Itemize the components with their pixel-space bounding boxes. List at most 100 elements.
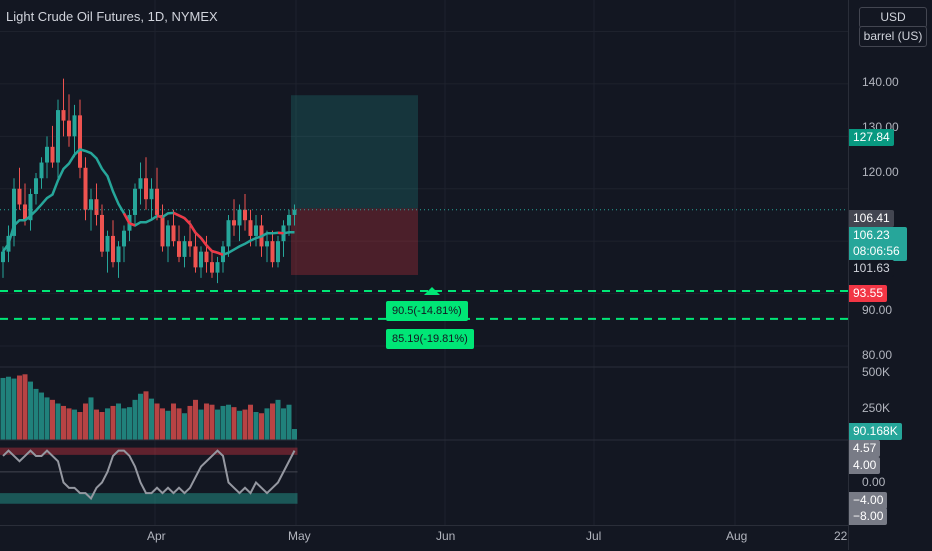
volume-bar <box>154 403 160 440</box>
stop-zone <box>291 208 418 275</box>
ma-segment-down <box>194 231 202 239</box>
candle-body <box>204 251 209 263</box>
time-label: Jun <box>436 529 456 543</box>
oscillator-line <box>2 449 296 501</box>
volume-bar <box>226 404 231 440</box>
volume-bar <box>171 403 176 440</box>
volume-bar <box>242 409 248 440</box>
price-tick: 80.00 <box>862 348 893 362</box>
candle-body <box>61 110 66 121</box>
candle-body <box>39 162 44 179</box>
time-label: 22 <box>834 529 848 543</box>
candle-body <box>105 235 110 252</box>
volume-bar <box>231 407 237 440</box>
volume-bar <box>94 409 99 440</box>
volume-bar <box>143 391 149 440</box>
volume-bar <box>44 397 50 440</box>
last-price-badge: 106.23 08:06:56 <box>849 227 907 261</box>
candle-body <box>155 188 159 215</box>
volume-bar <box>264 408 270 440</box>
ma-segment-down <box>188 223 197 234</box>
candle-body <box>215 262 220 273</box>
chart-title: Light Crude Oil Futures, 1D, NYMEX <box>6 9 218 24</box>
candle-body <box>34 178 38 194</box>
volume-bar <box>17 375 22 440</box>
candle-body <box>193 246 198 268</box>
candle-body <box>100 214 104 252</box>
candle-body <box>23 204 27 221</box>
volume-tick: 500K <box>862 365 891 379</box>
price-tick: 120.00 <box>862 165 899 179</box>
target-price-tag: 127.84 <box>849 129 894 146</box>
moving-average-line <box>1 148 295 257</box>
volume-bar <box>127 407 132 440</box>
volume-bar <box>28 381 33 440</box>
volume-bar <box>6 376 11 440</box>
stop-price-tag: 93.55 <box>849 285 888 302</box>
volume-bar <box>220 405 226 440</box>
candle-body <box>94 199 99 215</box>
candle-body <box>56 110 60 163</box>
volume-value-tag: 90.168K <box>849 423 902 440</box>
candle-body <box>166 225 170 247</box>
volume-bar <box>55 403 61 440</box>
ma-segment-down <box>211 249 218 254</box>
candle-body <box>276 241 280 263</box>
volume-bar <box>121 408 127 440</box>
ma-segment-down <box>172 211 180 217</box>
volume-bar <box>160 408 165 440</box>
volume-bar <box>138 393 143 440</box>
candle-body <box>177 241 181 257</box>
ma-segment-down <box>205 244 213 252</box>
overbought-band <box>0 447 298 455</box>
candle-body <box>78 115 82 168</box>
volume-bar <box>99 412 105 440</box>
candle-body <box>17 188 22 205</box>
volume-bar <box>61 405 66 440</box>
volume-bar <box>292 429 297 440</box>
volume-bar <box>281 408 286 440</box>
volume-bar <box>193 399 198 440</box>
time-label: May <box>288 529 311 543</box>
candle-body <box>72 115 77 137</box>
candle-body <box>50 146 55 163</box>
candle-body <box>122 230 126 247</box>
high-price-tag: 106.41 <box>849 210 894 227</box>
candle-body <box>199 251 203 268</box>
candle-body <box>210 262 214 273</box>
volume-bar <box>72 409 77 440</box>
target-label-1[interactable]: 90.5(-14.81%) <box>386 300 468 321</box>
candle-body <box>160 214 165 247</box>
currency-selector[interactable]: USD <box>859 7 927 28</box>
volume-bar <box>248 404 253 440</box>
price-chart[interactable] <box>0 0 848 525</box>
candle-body <box>292 209 297 215</box>
volume-bar <box>187 405 193 440</box>
volume-bar <box>259 413 264 440</box>
candle-body <box>67 120 71 137</box>
target-label-2[interactable]: 85.19(-19.81%) <box>386 328 474 349</box>
volume-bar <box>22 374 28 440</box>
volume-bar <box>50 399 55 440</box>
price-tick: 140.00 <box>862 75 899 89</box>
entry-price-tag: 101.63 <box>849 260 894 277</box>
volume-bar <box>88 397 94 440</box>
candle-body <box>188 241 192 247</box>
ma-segment-down <box>178 214 186 220</box>
candle-body <box>138 178 143 189</box>
candle-body <box>287 214 291 226</box>
ma-segment-down <box>199 237 208 247</box>
volume-bar <box>204 403 209 440</box>
time-label: Aug <box>726 529 748 543</box>
last-price-value: 106.23 <box>853 228 890 242</box>
candle-body <box>12 188 16 236</box>
candle-body <box>265 241 269 247</box>
unit-selector[interactable]: barrel (US) <box>859 26 927 47</box>
time-axis[interactable] <box>0 525 848 551</box>
volume-bar <box>116 403 121 440</box>
oscillator-tick: 0.00 <box>862 475 886 489</box>
volume-bar <box>83 403 88 440</box>
candle-body <box>45 146 49 163</box>
oscillator-tick: −8.00 <box>849 508 888 525</box>
bar-countdown: 08:06:56 <box>853 244 900 258</box>
